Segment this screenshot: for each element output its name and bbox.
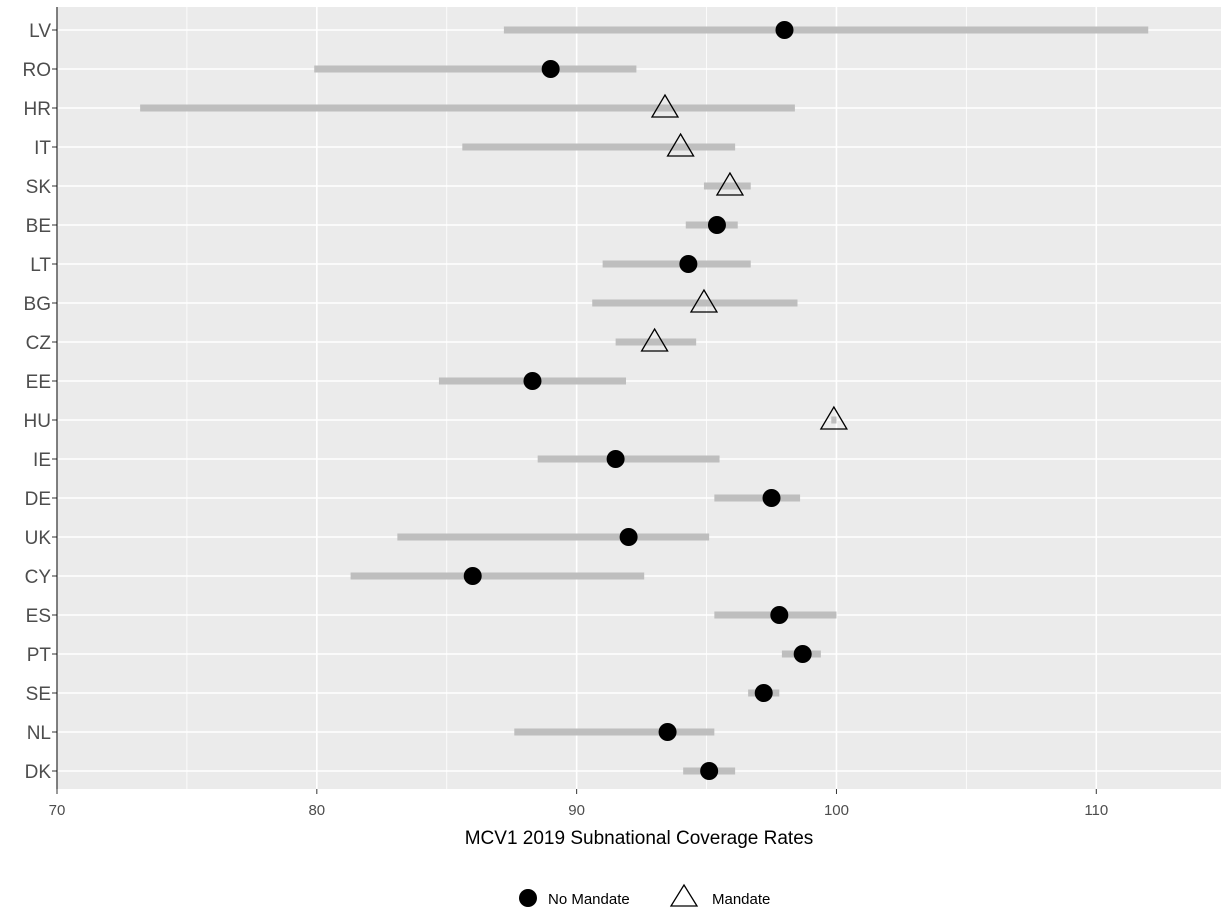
- point-no-mandate-pt: [793, 645, 812, 663]
- x-tick-label-110: 110: [1084, 802, 1108, 819]
- plot-panel: [57, 7, 1221, 789]
- y-tick-label-pt: PT: [27, 645, 52, 666]
- y-tick-label-bg: BG: [24, 294, 51, 315]
- y-tick-label-lv: LV: [29, 21, 51, 42]
- y-tick-label-cy: CY: [25, 567, 52, 588]
- y-tick-label-ee: EE: [26, 372, 51, 393]
- legend-no-mandate-label: No Mandate: [548, 891, 630, 908]
- point-no-mandate-de: [762, 489, 781, 507]
- y-tick-label-es: ES: [26, 606, 51, 627]
- point-no-mandate-es: [770, 606, 789, 624]
- x-tick-label-70: 70: [49, 802, 66, 819]
- x-tick-label-90: 90: [568, 802, 585, 819]
- y-tick-label-se: SE: [26, 684, 51, 705]
- x-tick-label-100: 100: [824, 802, 849, 819]
- x-tick-labels: 70 80 90 100 110: [49, 789, 1108, 819]
- y-tick-label-lt: LT: [30, 255, 51, 276]
- point-no-mandate-lt: [679, 255, 698, 273]
- point-mandate-cz: [640, 327, 669, 352]
- y-tick-label-dk: DK: [25, 762, 52, 783]
- point-no-mandate-dk: [700, 762, 719, 780]
- y-tick-label-it: IT: [34, 138, 51, 159]
- point-no-mandate-lv: [775, 21, 794, 39]
- y-tick-label-be: BE: [26, 216, 51, 237]
- range-bars: [140, 26, 1149, 775]
- y-tick-label-hr: HR: [24, 99, 51, 120]
- y-tick-label-ro: RO: [23, 60, 52, 81]
- y-tick-label-ie: IE: [33, 450, 51, 471]
- y-tick-label-nl: NL: [27, 723, 51, 744]
- point-mandate-hr: [650, 93, 680, 118]
- point-mandate-sk: [715, 171, 745, 196]
- x-tick-label-80: 80: [308, 802, 325, 819]
- point-no-mandate-ro: [541, 60, 560, 78]
- point-mandate-bg: [689, 288, 719, 313]
- point-no-mandate-ie: [606, 450, 625, 468]
- legend-mandate-marker: [669, 883, 699, 907]
- legend: No Mandate Mandate: [519, 883, 770, 908]
- y-tick-label-sk: SK: [26, 177, 52, 198]
- point-no-mandate-ee: [523, 372, 542, 390]
- y-tick-label-hu: HU: [24, 411, 51, 432]
- y-tick-labels: LV RO HR IT SK BE LT BG CZ EE HU IE DE UK CY ES PT SE NL DK: [23, 21, 57, 783]
- y-tick-label-uk: UK: [25, 528, 52, 549]
- legend-no-mandate-marker: [519, 889, 537, 907]
- point-no-mandate-be: [707, 216, 726, 234]
- x-axis-title: MCV1 2019 Subnational Coverage Rates: [465, 828, 814, 849]
- point-markers: [463, 21, 849, 780]
- legend-mandate-label: Mandate: [712, 891, 770, 908]
- point-no-mandate-se: [754, 684, 773, 702]
- point-mandate-it: [666, 132, 695, 157]
- point-mandate-hu: [819, 405, 849, 430]
- point-no-mandate-uk: [619, 528, 638, 546]
- y-tick-label-de: DE: [25, 489, 51, 510]
- point-no-mandate-nl: [658, 723, 677, 741]
- point-no-mandate-cy: [463, 567, 482, 585]
- y-tick-label-cz: CZ: [26, 333, 52, 354]
